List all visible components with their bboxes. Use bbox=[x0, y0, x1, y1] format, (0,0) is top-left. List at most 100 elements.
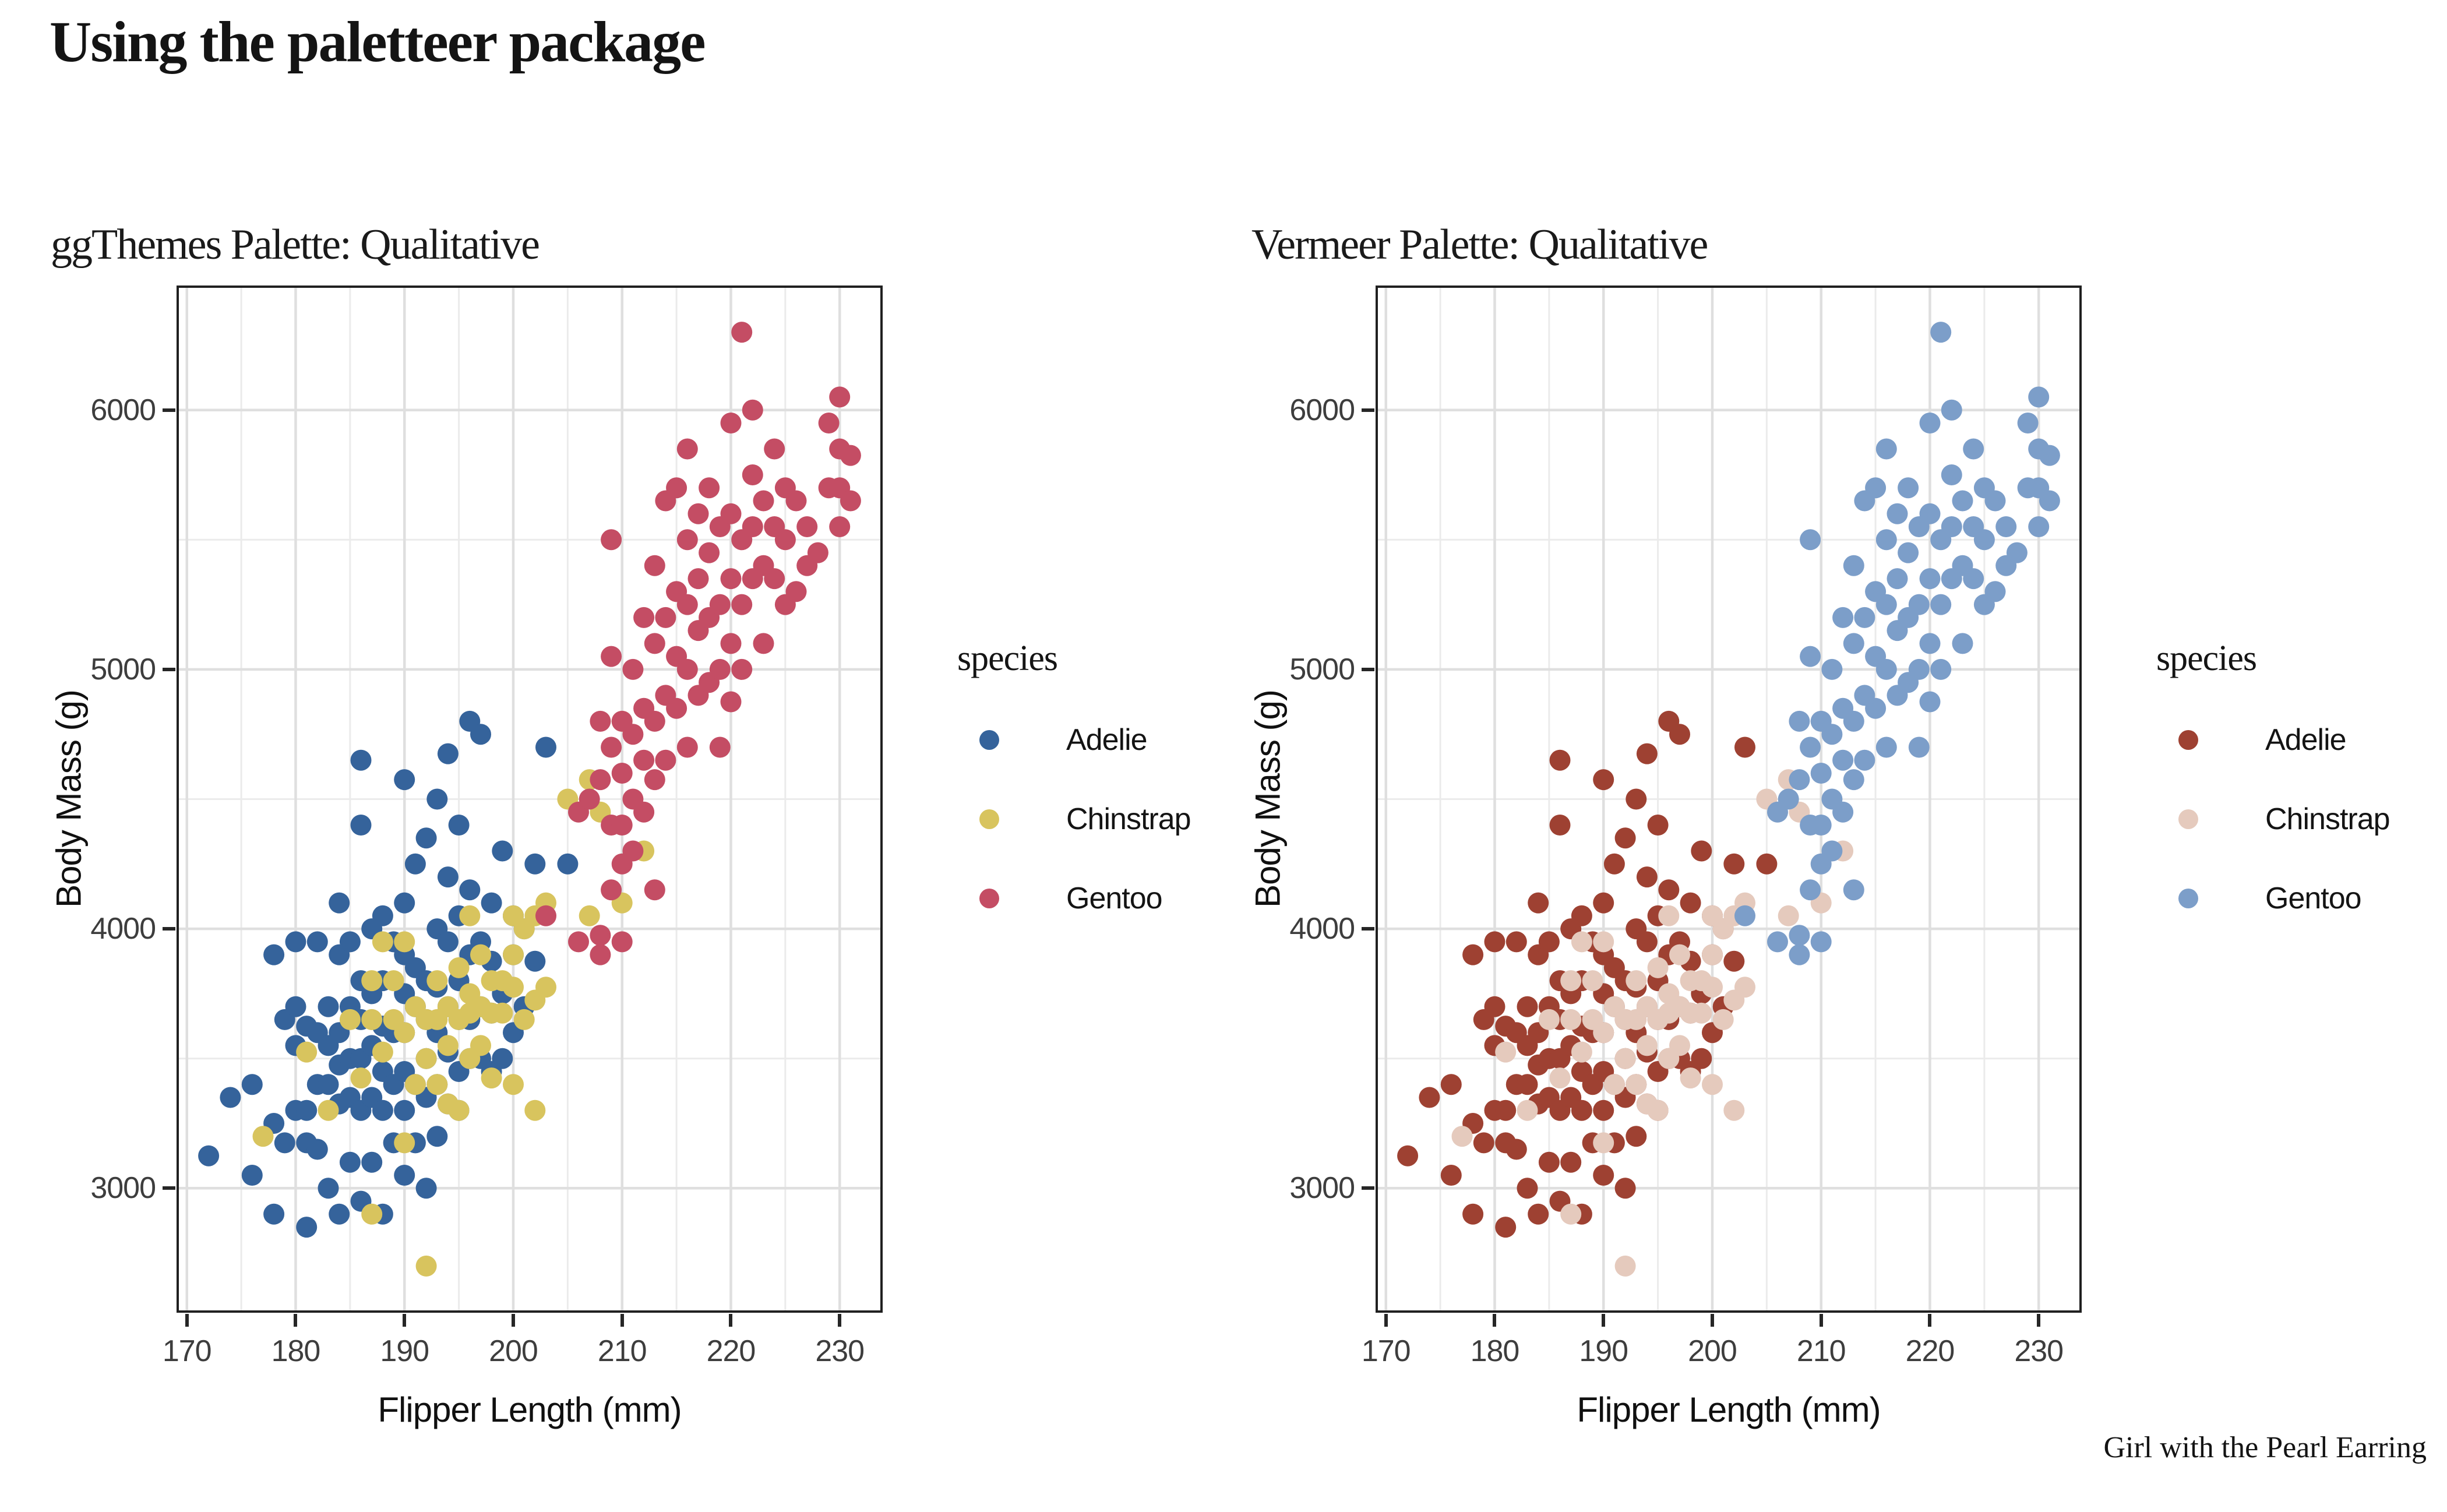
data-point-chinstrap bbox=[350, 1067, 372, 1089]
data-point-adelie bbox=[1571, 905, 1592, 926]
data-point-chinstrap bbox=[1549, 1067, 1571, 1089]
data-point-adelie bbox=[394, 769, 415, 791]
data-point-adelie bbox=[448, 815, 470, 836]
data-point-gentoo bbox=[1865, 477, 1887, 499]
y-tick-label: 3000 bbox=[1289, 1171, 1355, 1206]
data-point-gentoo bbox=[1875, 438, 1897, 460]
data-point-chinstrap bbox=[1560, 1203, 1582, 1225]
x-tick-label: 190 bbox=[1579, 1334, 1628, 1368]
data-point-chinstrap bbox=[361, 970, 383, 992]
data-point-gentoo bbox=[1832, 749, 1854, 771]
data-point-gentoo bbox=[622, 840, 644, 862]
data-point-gentoo bbox=[1941, 516, 1962, 537]
data-point-adelie bbox=[1505, 1139, 1527, 1160]
x-tick-mark bbox=[1819, 1314, 1823, 1327]
data-point-gentoo bbox=[633, 607, 655, 628]
data-point-chinstrap bbox=[1734, 977, 1755, 998]
data-point-adelie bbox=[394, 1165, 415, 1186]
data-point-chinstrap bbox=[318, 1099, 339, 1121]
data-point-chinstrap bbox=[1702, 1074, 1723, 1095]
data-point-chinstrap bbox=[1538, 1009, 1560, 1030]
x-tick-label: 180 bbox=[271, 1334, 321, 1368]
data-point-chinstrap bbox=[1593, 931, 1614, 953]
data-point-adelie bbox=[1603, 853, 1625, 875]
y-tick-mark bbox=[163, 408, 175, 412]
x-tick-label: 200 bbox=[489, 1334, 538, 1368]
data-point-chinstrap bbox=[513, 1009, 535, 1030]
data-point-adelie bbox=[1462, 944, 1484, 965]
data-point-chinstrap bbox=[1582, 970, 1603, 992]
data-point-adelie bbox=[263, 944, 285, 965]
x-tick-mark bbox=[1602, 1314, 1606, 1327]
data-point-gentoo bbox=[1800, 879, 1821, 901]
data-point-gentoo bbox=[1875, 736, 1897, 758]
legend-key-dot-chinstrap bbox=[979, 809, 999, 829]
data-point-adelie bbox=[1517, 1178, 1538, 1199]
data-point-gentoo bbox=[1789, 710, 1810, 732]
legend-key-dot-adelie bbox=[2178, 730, 2198, 750]
data-point-chinstrap bbox=[579, 905, 600, 926]
data-point-adelie bbox=[1549, 815, 1571, 836]
legend-title: species bbox=[2156, 639, 2257, 678]
data-point-gentoo bbox=[699, 542, 720, 563]
data-point-adelie bbox=[1517, 996, 1538, 1017]
data-point-gentoo bbox=[1930, 322, 1952, 343]
x-tick-mark bbox=[185, 1314, 189, 1327]
data-point-gentoo bbox=[644, 879, 665, 901]
data-point-chinstrap bbox=[383, 970, 404, 992]
data-point-gentoo bbox=[720, 633, 742, 654]
data-point-gentoo bbox=[731, 658, 753, 680]
data-point-chinstrap bbox=[492, 1002, 513, 1024]
data-point-gentoo bbox=[633, 801, 655, 823]
y-tick-mark bbox=[1362, 408, 1374, 412]
data-point-adelie bbox=[372, 905, 393, 926]
data-point-gentoo bbox=[655, 749, 676, 771]
data-point-gentoo bbox=[1898, 477, 1919, 499]
data-point-gentoo bbox=[590, 710, 611, 732]
data-point-gentoo bbox=[2028, 516, 2050, 537]
x-tick-mark bbox=[294, 1314, 298, 1327]
data-point-gentoo bbox=[2028, 386, 2050, 408]
data-point-adelie bbox=[1505, 931, 1527, 953]
data-point-gentoo bbox=[590, 769, 611, 791]
data-point-chinstrap bbox=[1626, 970, 1647, 992]
data-point-gentoo bbox=[1919, 633, 1941, 654]
data-point-adelie bbox=[1538, 931, 1560, 953]
data-point-gentoo bbox=[611, 931, 633, 953]
data-point-gentoo bbox=[753, 490, 774, 512]
data-point-chinstrap bbox=[448, 957, 470, 978]
data-point-chinstrap bbox=[339, 1009, 361, 1030]
data-point-chinstrap bbox=[1669, 944, 1690, 965]
data-point-gentoo bbox=[601, 529, 622, 551]
data-point-adelie bbox=[1636, 743, 1658, 764]
data-point-gentoo bbox=[742, 399, 763, 421]
data-point-chinstrap bbox=[394, 1022, 415, 1044]
data-point-gentoo bbox=[633, 749, 655, 771]
data-point-gentoo bbox=[764, 438, 785, 460]
data-point-chinstrap bbox=[1603, 1074, 1625, 1095]
x-tick-label: 200 bbox=[1688, 1334, 1737, 1368]
data-point-adelie bbox=[459, 879, 481, 901]
data-point-adelie bbox=[1614, 1178, 1636, 1199]
data-point-gentoo bbox=[840, 445, 861, 466]
x-tick-label: 170 bbox=[162, 1334, 212, 1368]
data-point-gentoo bbox=[1832, 607, 1854, 628]
data-point-gentoo bbox=[622, 658, 644, 680]
data-point-adelie bbox=[1680, 892, 1701, 914]
data-point-chinstrap bbox=[1647, 1099, 1669, 1121]
data-point-gentoo bbox=[1821, 840, 1843, 862]
data-point-adelie bbox=[1723, 853, 1745, 875]
legend-key-dot-gentoo bbox=[979, 889, 999, 908]
data-point-chinstrap bbox=[1712, 1009, 1734, 1030]
data-point-adelie bbox=[404, 853, 426, 875]
data-point-gentoo bbox=[1843, 633, 1864, 654]
scatter-plot-ggthemes bbox=[177, 286, 883, 1313]
data-point-adelie bbox=[1626, 1126, 1647, 1147]
data-point-chinstrap bbox=[524, 1099, 546, 1121]
data-point-adelie bbox=[1549, 749, 1571, 771]
data-point-adelie bbox=[1593, 769, 1614, 791]
data-point-adelie bbox=[1495, 1217, 1517, 1238]
data-point-adelie bbox=[394, 892, 415, 914]
data-point-adelie bbox=[1528, 892, 1549, 914]
data-point-chinstrap bbox=[503, 977, 524, 998]
